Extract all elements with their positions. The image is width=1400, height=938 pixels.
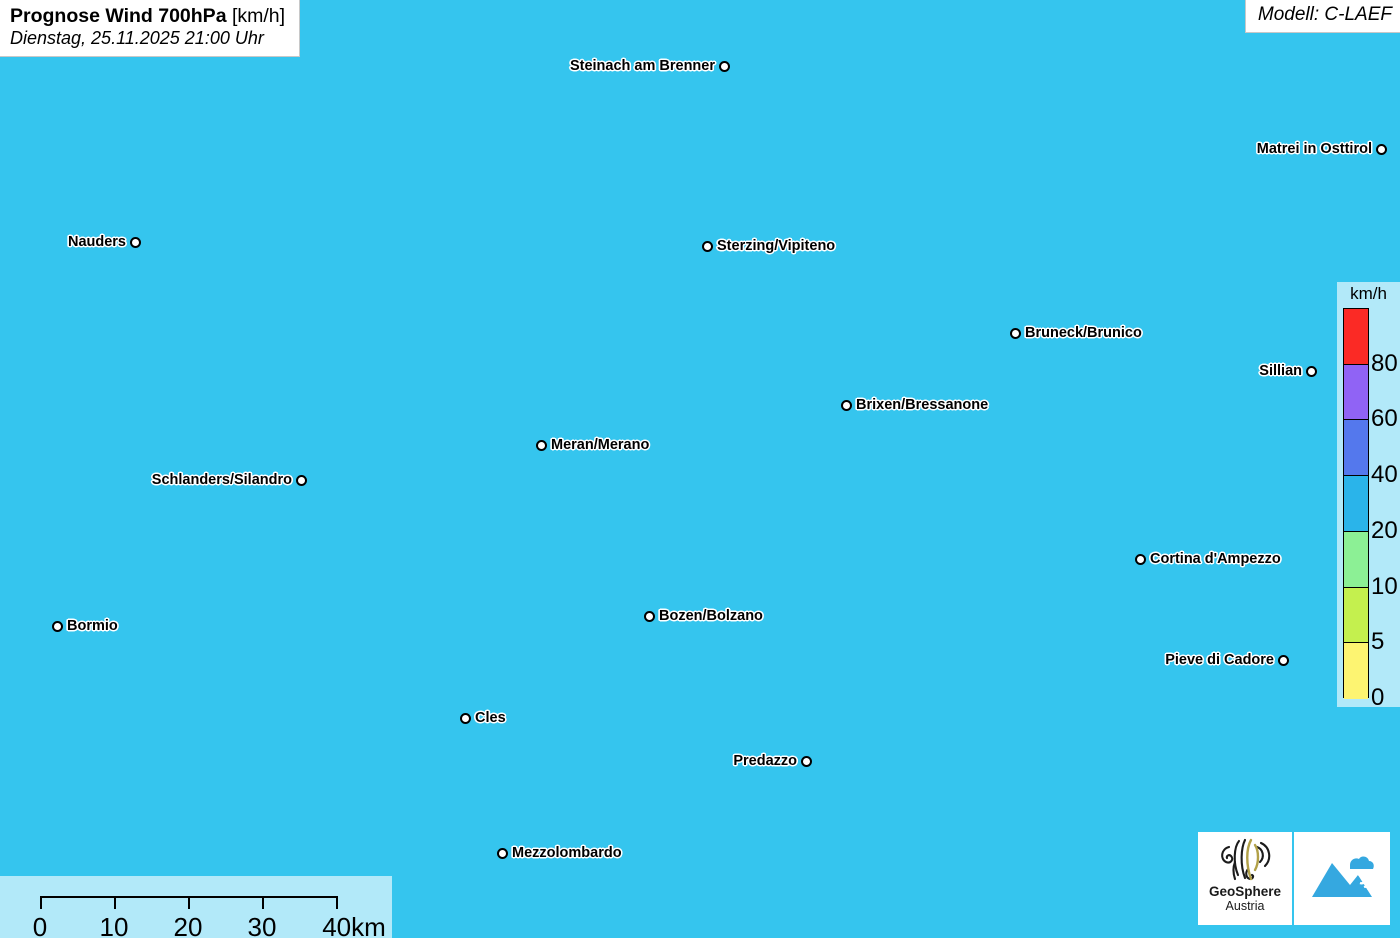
legend-band-5 [1344, 587, 1368, 644]
scale-tick-4 [336, 896, 338, 909]
page-title: Prognose Wind 700hPa [km/h] [10, 5, 285, 28]
city-label: Schlanders/Silandro [151, 472, 292, 488]
scale-tick-1 [114, 896, 116, 909]
scale-tick-0 [40, 896, 42, 909]
geosphere-logo-name: GeoSphere [1208, 884, 1282, 899]
city-marker[interactable]: Mezzolombardo [497, 845, 622, 861]
city-marker[interactable]: Bruneck/Brunico [1010, 325, 1142, 341]
city-label: Nauders [67, 234, 126, 250]
geosphere-mark-icon [1221, 838, 1271, 881]
scale-tick-3 [262, 896, 264, 909]
legend-tick-0: 0 [1371, 684, 1385, 711]
city-marker[interactable]: Bozen/Bolzano [644, 608, 763, 624]
scale-label-0: 0 [32, 912, 48, 938]
legend-tick-80: 80 [1371, 349, 1398, 377]
city-dot-icon [1010, 327, 1021, 339]
city-marker[interactable]: Schlanders/Silandro [152, 472, 307, 488]
city-label: Pieve di Cadore [1165, 652, 1274, 668]
city-dot-icon [130, 236, 141, 248]
city-label: Predazzo [733, 753, 797, 769]
city-dot-icon [296, 474, 307, 486]
city-marker[interactable]: Meran/Merano [536, 437, 649, 453]
city-marker[interactable]: Matrei in Osttirol [1257, 141, 1387, 157]
city-dot-icon [1306, 365, 1317, 377]
city-dot-icon [536, 439, 547, 451]
legend-tick-20: 20 [1371, 516, 1398, 544]
scale-label-2: 20 [173, 912, 203, 938]
legend-tick-10: 10 [1371, 572, 1398, 600]
geosphere-logo-sub: Austria [1225, 899, 1265, 914]
city-label: Cles [475, 710, 506, 726]
color-legend: km/h 80 60 40 20 10 5 0 [1337, 282, 1400, 711]
scale-label-1: 10 [99, 912, 129, 938]
map-scale-bar: 0 10 20 30 40km [0, 876, 392, 938]
title-unit-text: [km/h] [231, 5, 286, 27]
legend-band-40 [1344, 420, 1368, 477]
city-label: Mezzolombardo [512, 845, 622, 861]
city-label: Steinach am Brenner [569, 58, 715, 74]
city-marker[interactable]: Sillian [1259, 363, 1317, 379]
map-title-box: Prognose Wind 700hPa [km/h] Dienstag, 25… [0, 0, 301, 58]
city-dot-icon [801, 755, 812, 767]
city-marker[interactable]: Pieve di Cadore [1165, 652, 1289, 668]
legend-band-10 [1344, 531, 1368, 588]
model-info-box: Modell: C-LAEF [1244, 0, 1400, 33]
forecast-timestamp: Dienstag, 25.11.2025 21:00 Uhr [10, 28, 264, 48]
city-label: Meran/Merano [551, 437, 650, 453]
city-marker[interactable]: Cortina d'Ampezzo [1135, 551, 1281, 567]
city-dot-icon [52, 620, 63, 632]
city-label: Brixen/Bressanone [856, 397, 989, 413]
city-label: Cortina d'Ampezzo [1150, 551, 1281, 567]
model-name: Modell: C-LAEF [1257, 4, 1392, 25]
city-label: Bruneck/Brunico [1025, 325, 1142, 341]
title-main-text: Prognose Wind 700hPa [10, 5, 227, 27]
city-dot-icon [1376, 143, 1387, 155]
geosphere-logo[interactable]: GeoSphere Austria [1198, 832, 1292, 925]
city-dot-icon [644, 610, 655, 622]
city-marker[interactable]: Nauders [68, 234, 141, 250]
city-label: Bormio [67, 618, 118, 634]
city-marker[interactable]: Sterzing/Vipiteno [702, 238, 835, 254]
city-label: Sillian [1259, 363, 1302, 379]
legend-unit-label: km/h [1350, 284, 1387, 303]
city-dot-icon [460, 712, 471, 724]
legend-band-80 [1344, 309, 1368, 365]
city-dot-icon [841, 399, 852, 411]
city-dot-icon [1278, 654, 1289, 666]
legend-tick-60: 60 [1371, 405, 1398, 433]
city-label: Bozen/Bolzano [659, 608, 763, 624]
secondary-logo[interactable] [1294, 832, 1390, 925]
city-dot-icon [1135, 553, 1146, 565]
mountain-cloud-icon [1312, 856, 1374, 897]
city-marker[interactable]: Brixen/Bressanone [841, 397, 988, 413]
city-dot-icon [719, 60, 730, 72]
legend-tick-5: 5 [1371, 628, 1385, 656]
legend-color-bar [1343, 308, 1369, 699]
legend-band-0 [1344, 643, 1368, 699]
scale-label-3: 30 [247, 912, 277, 938]
scale-label-4: 40km [322, 912, 386, 938]
legend-band-20 [1344, 476, 1368, 532]
city-label: Sterzing/Vipiteno [717, 238, 836, 254]
city-marker[interactable]: Cles [460, 710, 506, 726]
city-dot-icon [497, 847, 508, 859]
city-label: Matrei in Osttirol [1256, 141, 1372, 157]
city-marker[interactable]: Bormio [52, 618, 118, 634]
legend-tick-40: 40 [1371, 461, 1398, 489]
city-dot-icon [702, 240, 713, 252]
city-marker[interactable]: Steinach am Brenner [570, 58, 730, 74]
scale-tick-2 [188, 896, 190, 909]
legend-band-60 [1344, 364, 1368, 421]
city-marker[interactable]: Predazzo [733, 753, 812, 769]
